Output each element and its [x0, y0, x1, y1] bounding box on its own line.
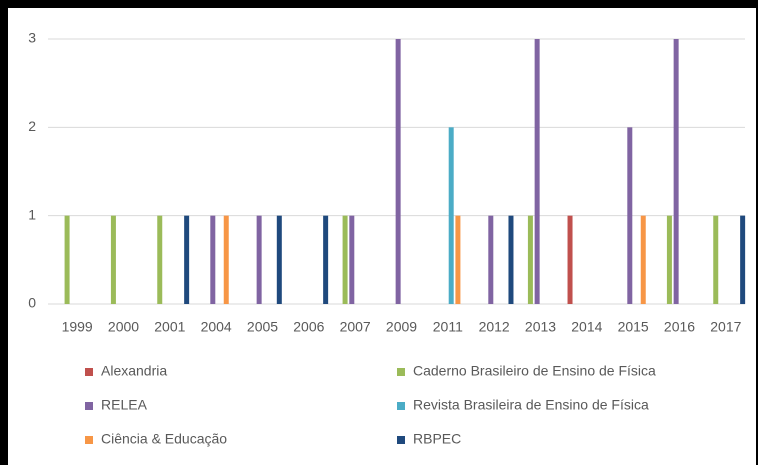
- x-tick-label: 2016: [664, 319, 695, 335]
- legend-swatch: [85, 402, 93, 410]
- x-tick-label: 2009: [386, 319, 417, 335]
- bar: [276, 215, 282, 304]
- bar: [342, 215, 348, 304]
- bar: [534, 39, 540, 304]
- x-tick-label: 2013: [525, 319, 556, 335]
- x-tick-label: 2001: [154, 319, 185, 335]
- bar: [64, 215, 70, 304]
- bar: [256, 215, 262, 304]
- x-tick-label: 2017: [710, 319, 741, 335]
- x-tick-label: 2011: [433, 319, 463, 335]
- bar: [740, 215, 746, 304]
- legend-label: Alexandria: [101, 363, 167, 379]
- x-tick-label: 1999: [62, 319, 93, 335]
- bar: [455, 215, 461, 304]
- bar: [640, 215, 646, 304]
- x-tick-label: 2004: [201, 319, 232, 335]
- legend-swatch: [85, 368, 93, 376]
- legend-label: Caderno Brasileiro de Ensino de Física: [413, 363, 656, 379]
- x-tick-label: 2006: [293, 319, 324, 335]
- bar: [666, 215, 672, 304]
- bar: [210, 215, 216, 304]
- x-tick-label: 2012: [479, 319, 510, 335]
- x-tick-label: 2015: [618, 319, 649, 335]
- x-tick-label: 2014: [571, 319, 602, 335]
- legend-swatch: [397, 368, 405, 376]
- bar: [567, 215, 573, 304]
- y-tick-label: 3: [28, 30, 36, 46]
- legend-swatch: [85, 436, 93, 444]
- bar: [223, 215, 229, 304]
- y-tick-label: 2: [28, 118, 36, 134]
- legend-swatch: [397, 436, 405, 444]
- bar: [488, 215, 494, 304]
- y-tick-label: 0: [28, 295, 36, 311]
- bar: [323, 215, 329, 304]
- bar: [673, 39, 679, 304]
- bar: [184, 215, 190, 304]
- x-tick-label: 2000: [108, 319, 139, 335]
- bar: [527, 215, 533, 304]
- legend-label: RELEA: [101, 397, 148, 413]
- bar: [713, 215, 719, 304]
- legend-label: RBPEC: [413, 431, 461, 447]
- x-tick-label: 2007: [340, 319, 371, 335]
- bar: [508, 215, 514, 304]
- bar: [395, 39, 401, 304]
- legend-swatch: [397, 402, 405, 410]
- y-tick-label: 1: [28, 206, 36, 222]
- bar: [157, 215, 163, 304]
- bar: [627, 127, 633, 304]
- x-tick-label: 2005: [247, 319, 278, 335]
- bar: [110, 215, 116, 304]
- legend-label: Revista Brasileira de Ensino de Física: [413, 397, 649, 413]
- legend-label: Ciência & Educação: [101, 431, 227, 447]
- bar: [448, 127, 454, 304]
- bar: [349, 215, 355, 304]
